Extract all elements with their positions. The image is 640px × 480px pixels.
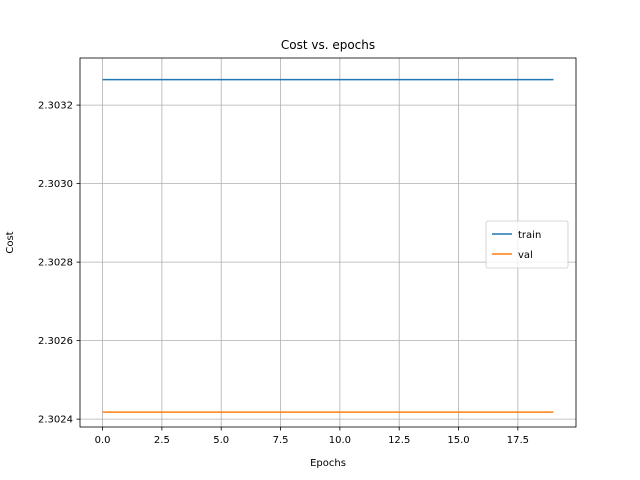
x-tick-label: 17.5 [507, 435, 529, 446]
y-tick-label: 2.3032 [38, 101, 73, 112]
y-tick-label: 2.3024 [38, 415, 73, 426]
legend-label-train: train [518, 230, 541, 241]
x-tick-label: 15.0 [447, 435, 469, 446]
y-axis-label: Cost [5, 231, 16, 253]
y-tick-label: 2.3030 [38, 179, 73, 190]
x-tick-label: 5.0 [213, 435, 229, 446]
chart-title: Cost vs. epochs [281, 38, 375, 52]
x-axis-label: Epochs [310, 458, 346, 469]
x-tick-label: 7.5 [273, 435, 289, 446]
legend-label-val: val [518, 250, 533, 261]
legend: train val [486, 221, 568, 268]
x-tick-label: 12.5 [388, 435, 410, 446]
x-tick-label: 0.0 [95, 435, 111, 446]
axis-ticks: 0.0 2.5 5.0 7.5 10.0 12.5 15.0 17.5 2.3024 2.3026… [38, 101, 529, 446]
y-tick-label: 2.3028 [38, 258, 73, 269]
x-tick-label: 10.0 [329, 435, 351, 446]
y-tick-label: 2.3026 [38, 336, 73, 347]
x-tick-label: 2.5 [154, 435, 170, 446]
